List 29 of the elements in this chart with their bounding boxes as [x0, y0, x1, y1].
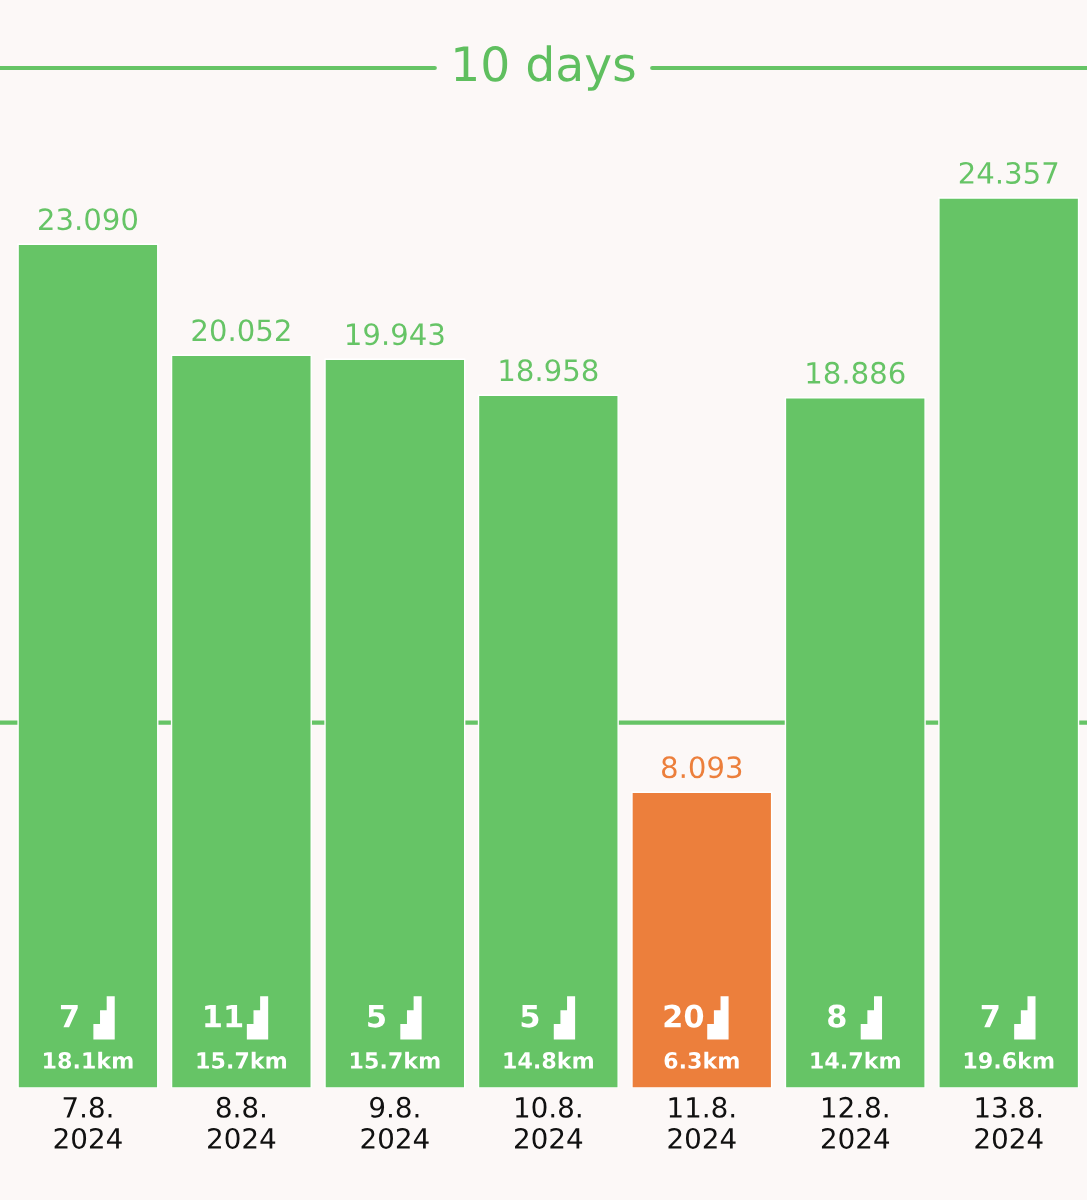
annotation: 14.8km [504, 1051, 593, 1069]
x-tick-label: 12.8. 2024 [821, 1096, 890, 1149]
annotation: 18.1km [44, 1051, 133, 1069]
data-label: 24.357 [959, 161, 1058, 185]
data-label: 23.090 [39, 208, 138, 231]
annotation: 14.7km [811, 1051, 900, 1069]
data-label: 18.958 [500, 359, 598, 382]
annotation: 5 [368, 1004, 385, 1028]
data-label: 19.943 [347, 323, 444, 346]
annotation: 7 [981, 1004, 999, 1028]
x-tick-label: 11.8. 2024 [668, 1096, 736, 1149]
annotation: 19.6km [964, 1051, 1054, 1069]
annotation: 15.7km [197, 1051, 287, 1069]
annotation: 8 [828, 1004, 846, 1028]
data-label: 8.093 [662, 756, 742, 779]
annotation: 6.3km [664, 1051, 739, 1069]
annotation: 7 [60, 1004, 78, 1028]
x-tick-label: 13.8. 2024 [975, 1096, 1043, 1149]
annotation: 5 [521, 1004, 539, 1028]
annotation: 15.7km [350, 1051, 440, 1069]
annotation: 11 [205, 1004, 243, 1028]
x-tick-label: 8.8. 2024 [208, 1096, 276, 1149]
x-tick-label: 7.8. 2024 [54, 1096, 122, 1149]
chart-title: 10 days [455, 45, 635, 91]
data-label: 20.052 [192, 319, 290, 342]
data-label: 18.886 [807, 361, 905, 384]
x-tick-label: 9.8. 2024 [361, 1096, 429, 1149]
x-tick-label: 10.8. 2024 [515, 1096, 583, 1149]
annotation: 20 [664, 1004, 704, 1028]
